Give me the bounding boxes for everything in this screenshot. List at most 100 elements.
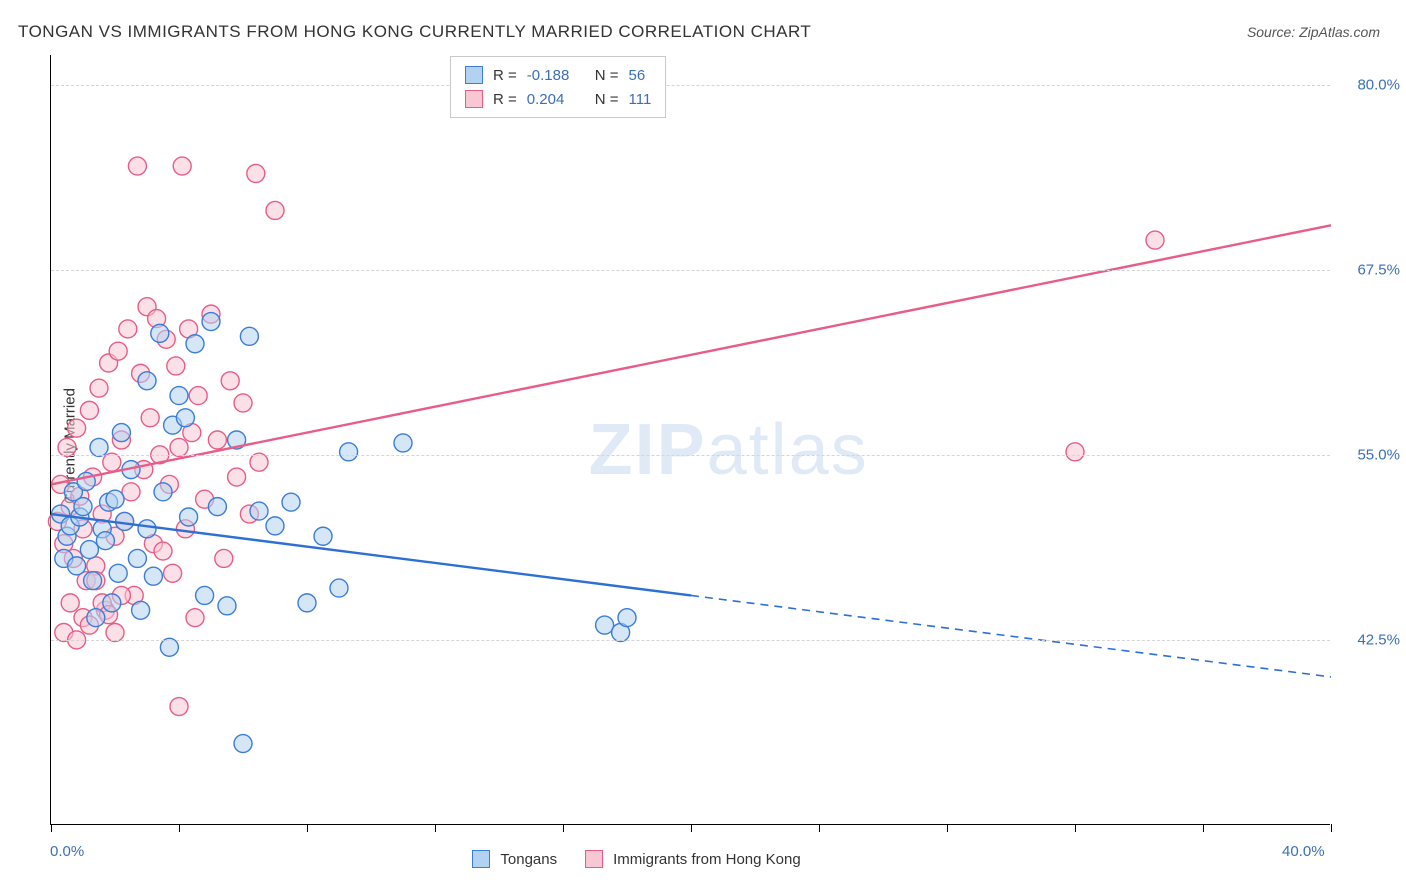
- r-value: 0.204: [527, 91, 585, 108]
- blue-point: [103, 594, 121, 612]
- pink-point: [90, 379, 108, 397]
- pink-point: [167, 357, 185, 375]
- legend-label: Immigrants from Hong Kong: [613, 851, 801, 868]
- blue-point: [202, 313, 220, 331]
- blue-point: [394, 434, 412, 452]
- pink-point: [122, 483, 140, 501]
- plot-area: ZIPatlas 42.5%55.0%67.5%80.0%: [50, 55, 1330, 825]
- n-label: N =: [595, 91, 619, 108]
- x-tick: [691, 824, 692, 832]
- source-name: ZipAtlas.com: [1299, 24, 1380, 40]
- pink-point: [170, 438, 188, 456]
- pink-point: [109, 342, 127, 360]
- pink-point: [141, 409, 159, 427]
- legend-swatch: [472, 850, 490, 868]
- x-tick: [1203, 824, 1204, 832]
- blue-point: [132, 601, 150, 619]
- n-value: 56: [629, 67, 646, 84]
- legend-bottom-item: Tongans: [472, 850, 557, 868]
- y-tick-label: 67.5%: [1340, 261, 1400, 278]
- blue-point: [596, 616, 614, 634]
- blue-point: [138, 520, 156, 538]
- pink-point: [221, 372, 239, 390]
- pink-point: [154, 542, 172, 560]
- pink-point: [1146, 231, 1164, 249]
- legend-top-row: R =-0.188N =56: [465, 63, 651, 87]
- pink-point: [80, 401, 98, 419]
- blue-point: [128, 549, 146, 567]
- x-tick: [51, 824, 52, 832]
- chart-title: TONGAN VS IMMIGRANTS FROM HONG KONG CURR…: [18, 22, 811, 42]
- chart-container: TONGAN VS IMMIGRANTS FROM HONG KONG CURR…: [0, 0, 1406, 892]
- pink-point: [250, 453, 268, 471]
- gridline-h: [51, 270, 1330, 271]
- r-label: R =: [493, 67, 517, 84]
- pink-point: [189, 387, 207, 405]
- blue-point: [74, 498, 92, 516]
- blue-point: [160, 638, 178, 656]
- legend-swatch: [585, 850, 603, 868]
- pink-point: [128, 157, 146, 175]
- pink-point: [173, 157, 191, 175]
- pink-point: [1066, 443, 1084, 461]
- pink-point: [208, 431, 226, 449]
- blue-point: [196, 586, 214, 604]
- pink-point: [266, 201, 284, 219]
- blue-point: [96, 532, 114, 550]
- blue-trend-dashed: [691, 595, 1331, 676]
- pink-point: [164, 564, 182, 582]
- pink-point: [106, 624, 124, 642]
- blue-point: [138, 372, 156, 390]
- blue-point: [298, 594, 316, 612]
- legend-swatch: [465, 66, 483, 84]
- blue-point: [90, 438, 108, 456]
- y-tick-label: 80.0%: [1340, 76, 1400, 93]
- blue-point: [180, 508, 198, 526]
- scatter-svg: [51, 55, 1331, 825]
- pink-point: [247, 164, 265, 182]
- gridline-h: [51, 640, 1330, 641]
- blue-point: [340, 443, 358, 461]
- gridline-h: [51, 455, 1330, 456]
- x-tick: [819, 824, 820, 832]
- blue-point: [208, 498, 226, 516]
- pink-point: [186, 609, 204, 627]
- blue-point: [250, 502, 268, 520]
- pink-trend: [51, 225, 1331, 484]
- pink-point: [58, 438, 76, 456]
- blue-point: [282, 493, 300, 511]
- r-label: R =: [493, 91, 517, 108]
- y-tick-label: 42.5%: [1340, 631, 1400, 648]
- blue-point: [186, 335, 204, 353]
- pink-point: [68, 419, 86, 437]
- blue-point: [170, 387, 188, 405]
- blue-point: [240, 327, 258, 345]
- blue-point: [314, 527, 332, 545]
- blue-point: [87, 609, 105, 627]
- blue-point: [234, 735, 252, 753]
- x-tick: [307, 824, 308, 832]
- y-tick-label: 55.0%: [1340, 446, 1400, 463]
- blue-point: [80, 541, 98, 559]
- blue-point: [154, 483, 172, 501]
- pink-point: [103, 453, 121, 471]
- x-tick: [563, 824, 564, 832]
- n-value: 111: [629, 91, 652, 108]
- pink-point: [234, 394, 252, 412]
- blue-point: [330, 579, 348, 597]
- x-axis-min-label: 0.0%: [50, 843, 84, 860]
- pink-point: [61, 594, 79, 612]
- pink-point: [119, 320, 137, 338]
- x-tick: [1075, 824, 1076, 832]
- source-prefix: Source:: [1247, 24, 1299, 40]
- legend-series: Tongans Immigrants from Hong Kong: [472, 850, 800, 868]
- blue-point: [106, 490, 124, 508]
- blue-point: [112, 424, 130, 442]
- x-tick: [1331, 824, 1332, 832]
- legend-top-row: R = 0.204 N = 111: [465, 87, 651, 111]
- x-tick: [435, 824, 436, 832]
- legend-correlation: R =-0.188N =56R =0.204N =111: [450, 56, 666, 118]
- blue-point: [151, 324, 169, 342]
- pink-point: [215, 549, 233, 567]
- legend-swatch: [465, 90, 483, 108]
